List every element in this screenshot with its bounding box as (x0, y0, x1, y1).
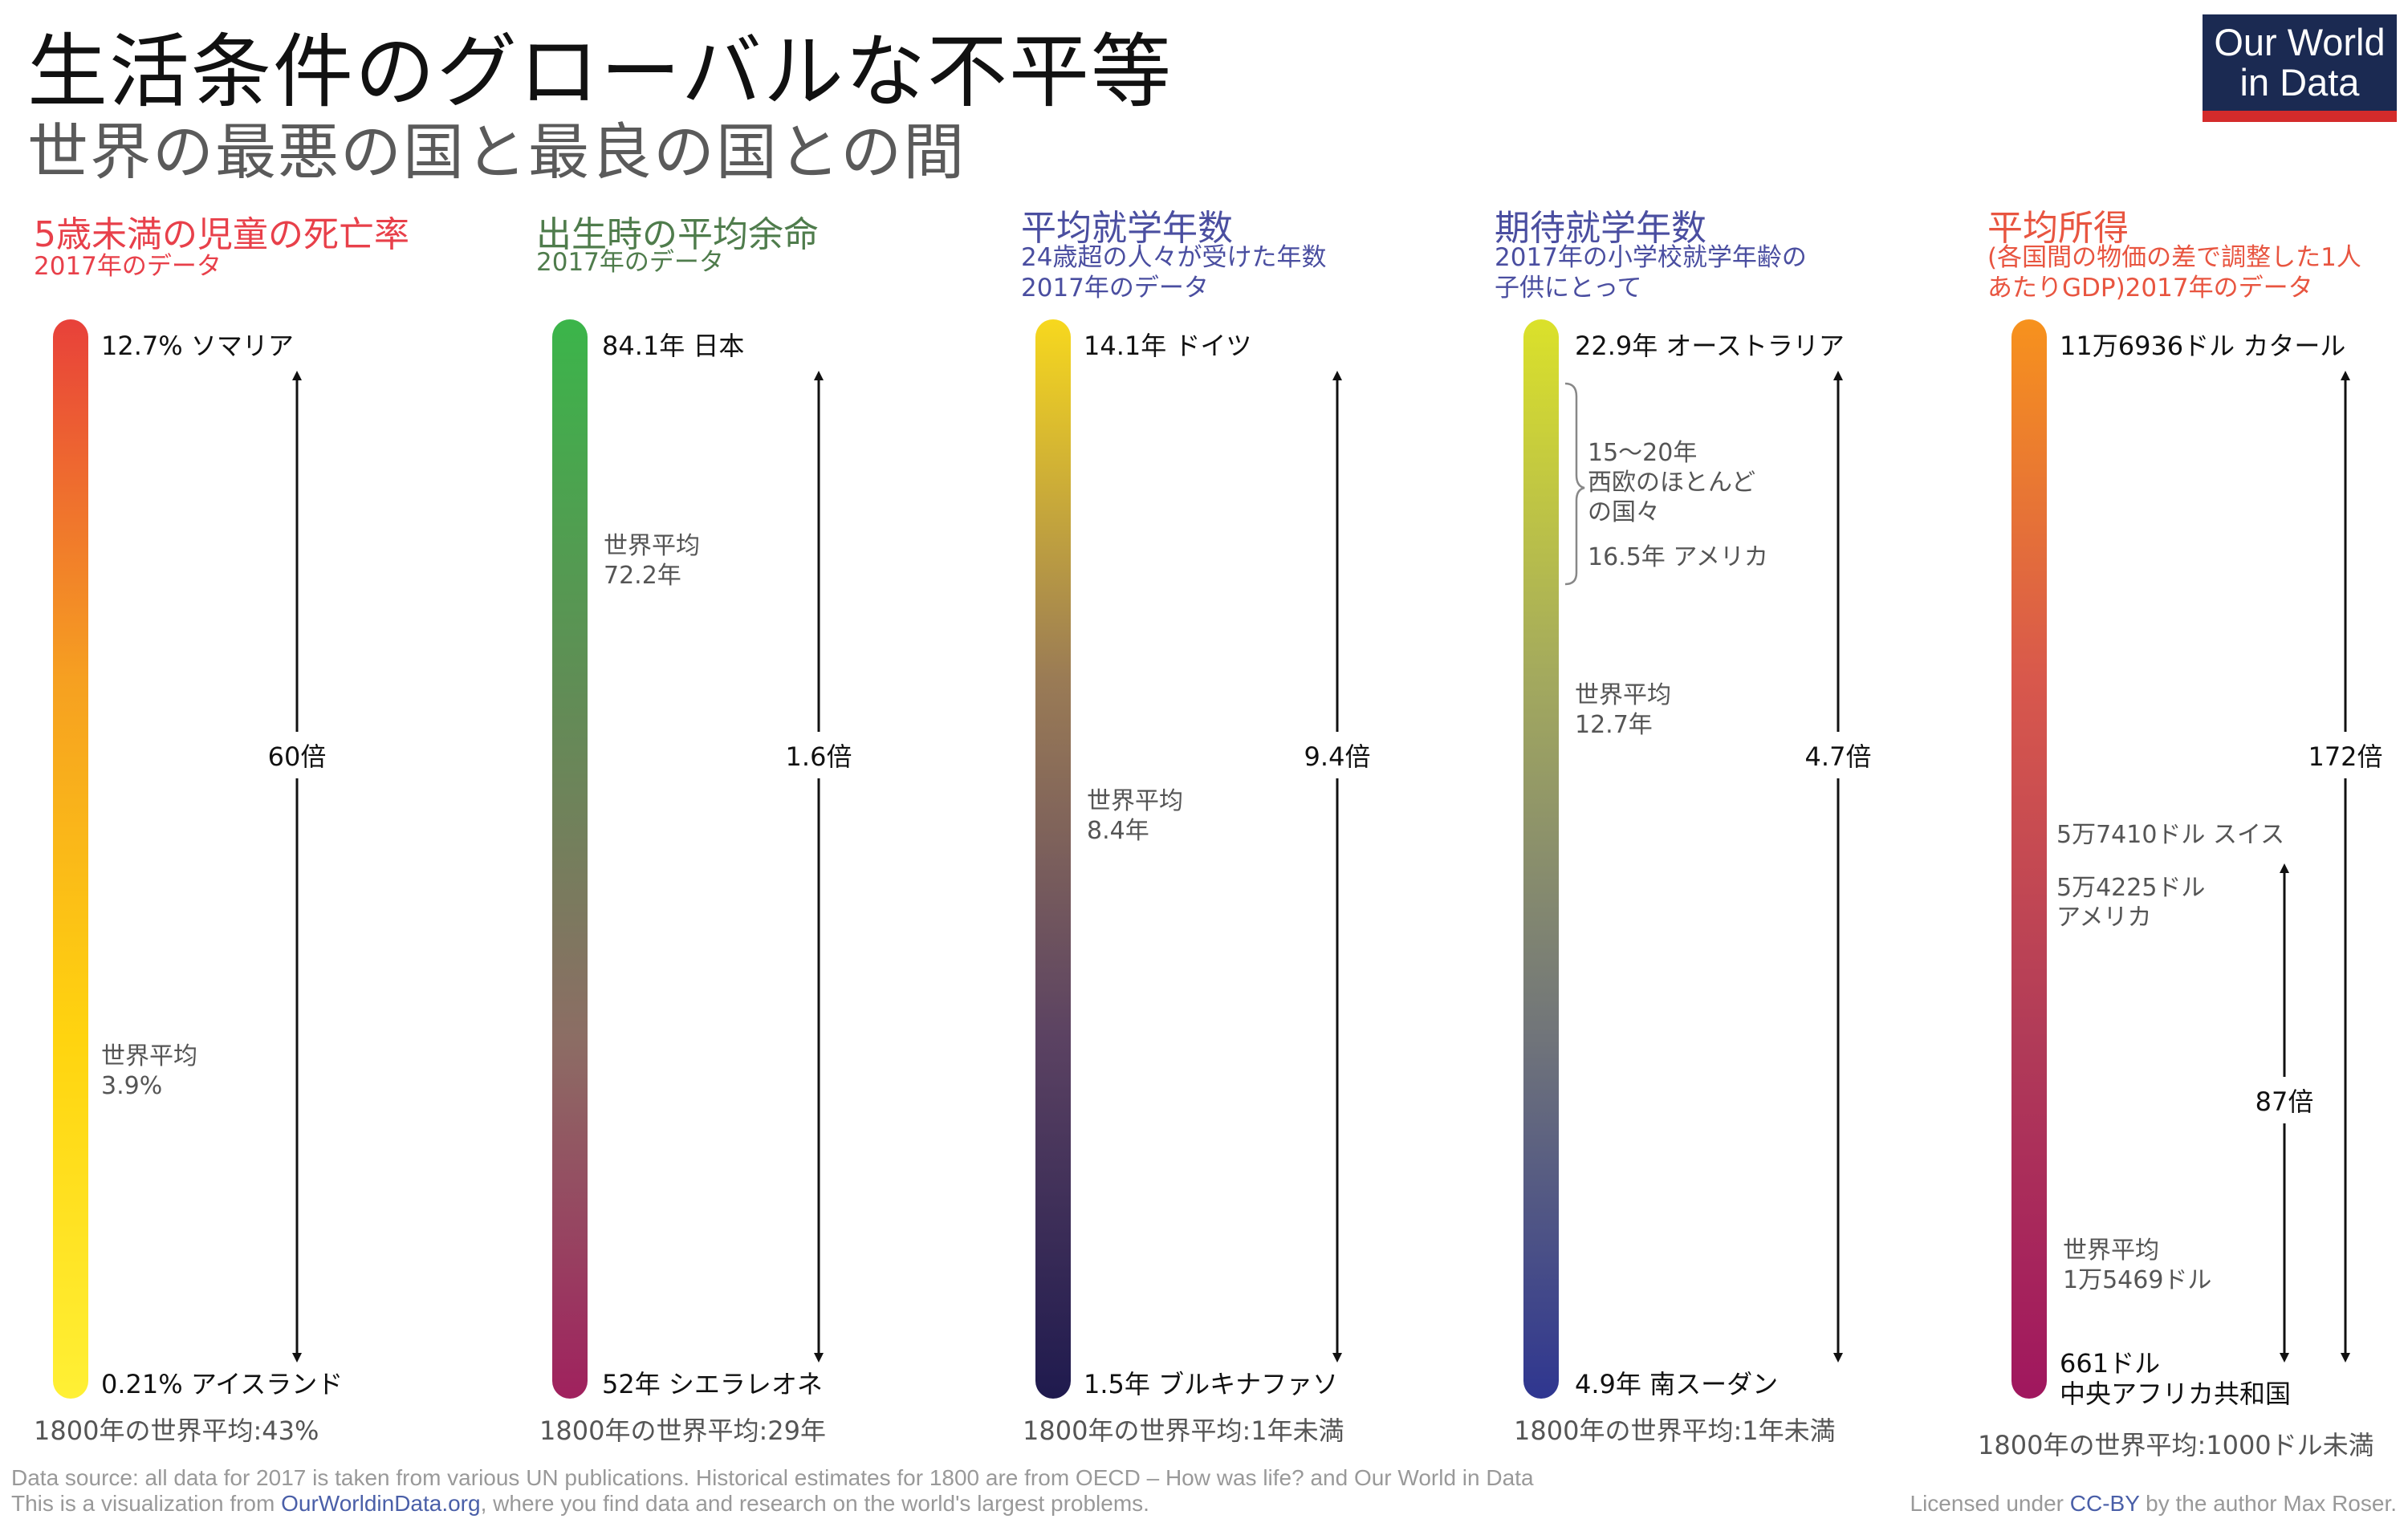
logo-text: Our World in Data (2214, 21, 2386, 104)
life-expectancy-title: 出生時の平均余命 (536, 214, 819, 255)
switzerland-income-annotation: 5万7410ドル スイス (2056, 821, 2285, 849)
page-subtitle: 世界の最悪の国と最良の国との間 (27, 116, 966, 188)
life-expectancy-average-label: 世界平均 72.2年 (604, 532, 700, 590)
life-expectancy-1800-note: 1800年の世界平均:29年 (539, 1415, 826, 1446)
income-min-label: 661ドル 中央アフリカ共和国 (2060, 1348, 2292, 1409)
child-mortality-subtitle: 2017年のデータ (34, 252, 222, 281)
western-europe-annotation: 15～20年 西欧のほとんど の国々 (1588, 439, 1756, 526)
income-secondary-ratio-label: 87倍 (2228, 1077, 2341, 1123)
income-ratio-label: 172倍 (2289, 732, 2402, 778)
child-mortality-1800-note: 1800年の世界平均:43% (34, 1415, 319, 1446)
owid-logo[interactable]: Our World in Data (2203, 14, 2397, 122)
income-subtitle: (各国間の物価の差で調整した1人 あたりGDP)2017年のデータ (1987, 243, 2361, 303)
owid-link[interactable]: OurWorldinData.org (281, 1491, 481, 1516)
schooling-ratio-label: 9.4倍 (1281, 732, 1393, 778)
expected-schooling-ratio-label: 4.7倍 (1782, 732, 1894, 778)
expected-schooling-title: 期待就学年数 (1495, 208, 1706, 249)
child-mortality-title: 5歳未満の児童の死亡率 (34, 214, 409, 255)
life-expectancy-max-label: 84.1年 日本 (602, 331, 745, 361)
schooling-subtitle: 24歳超の人々が受けた年数 2017年のデータ (1021, 243, 1327, 303)
expected-schooling-subtitle: 2017年の小学校就学年齢の 子供にとって (1495, 243, 1807, 303)
visualization-credit: This is a visualization from OurWorldinD… (11, 1491, 1149, 1516)
usa-schooling-annotation: 16.5年 アメリカ (1588, 543, 1768, 571)
life-expectancy-min-label: 52年 シエラレオネ (602, 1369, 823, 1399)
expected-schooling-average-label: 世界平均 12.7年 (1575, 681, 1671, 739)
life-expectancy-subtitle: 2017年のデータ (536, 248, 724, 277)
child-mortality-ratio-label: 60倍 (241, 732, 353, 778)
life-expectancy-range-bar (552, 319, 588, 1399)
license-note: Licensed under CC-BY by the author Max R… (1910, 1491, 2398, 1516)
child-mortality-min-label: 0.21% アイスランド (101, 1369, 344, 1399)
page-title: 生活条件のグローバルな不平等 (27, 25, 1173, 119)
expected-schooling-1800-note: 1800年の世界平均:1年未満 (1514, 1415, 1836, 1446)
child-mortality-average-label: 世界平均 3.9% (101, 1042, 197, 1100)
income-1800-note: 1800年の世界平均:1000ドル未満 (1978, 1430, 2374, 1460)
schooling-1800-note: 1800年の世界平均:1年未満 (1023, 1415, 1344, 1446)
data-source-note: Data source: all data for 2017 is taken … (11, 1465, 1534, 1490)
schooling-title: 平均就学年数 (1021, 208, 1233, 249)
expected-schooling-max-label: 22.9年 オーストラリア (1575, 331, 1845, 361)
child-mortality-range-bar (53, 319, 88, 1399)
life-expectancy-ratio-label: 1.6倍 (763, 732, 875, 778)
schooling-range-bar (1035, 319, 1071, 1399)
expected-schooling-min-label: 4.9年 南スーダン (1575, 1369, 1779, 1399)
schooling-max-label: 14.1年 ドイツ (1084, 331, 1252, 361)
schooling-min-label: 1.5年 ブルキナファソ (1084, 1369, 1339, 1399)
expected-schooling-range-bar (1523, 319, 1559, 1399)
cc-by-link[interactable]: CC-BY (2069, 1491, 2140, 1516)
child-mortality-max-label: 12.7% ソマリア (101, 331, 294, 361)
logo-accent-bar (2203, 111, 2397, 122)
usa-income-annotation: 5万4225ドル アメリカ (2056, 874, 2206, 932)
income-average-label: 世界平均 1万5469ドル (2063, 1237, 2212, 1294)
schooling-average-label: 世界平均 8.4年 (1087, 787, 1183, 845)
income-title: 平均所得 (1987, 208, 2129, 249)
western-europe-bracket (1564, 382, 1585, 586)
income-range-bar (2011, 319, 2047, 1399)
income-max-label: 11万6936ドル カタール (2060, 331, 2346, 361)
